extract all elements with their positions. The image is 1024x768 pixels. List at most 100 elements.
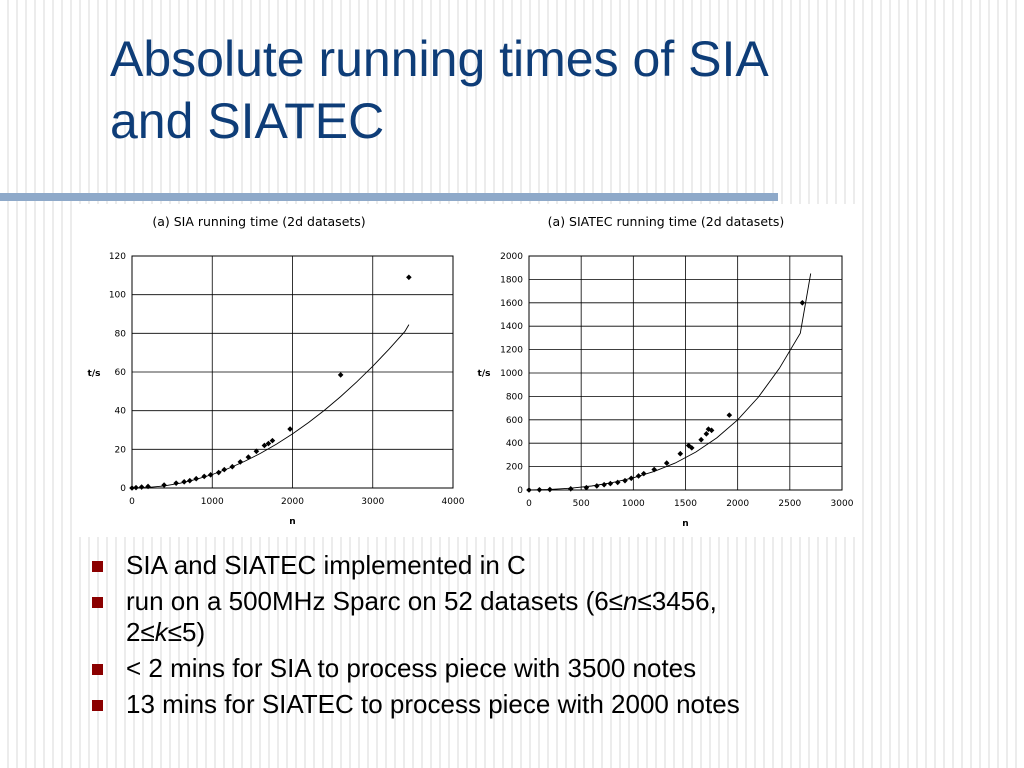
x-tick-label: 4000 [442,497,465,507]
bullet-square-icon [92,561,103,572]
data-point [229,463,236,470]
y-tick-label: 200 [506,463,523,473]
y-tick-label: 1200 [500,346,523,356]
data-point [628,475,635,482]
bullet-text-prefix-2: 2≤ [126,617,155,647]
charts-figure: (a) SIA running time (2d datasets)0 1000 2… [88,214,854,529]
y-tick-label: 1800 [500,275,523,285]
slide-title-line-2: and SIATEC [110,93,385,149]
x-tick-label: 1000 [622,499,645,509]
x-tick-label: 2500 [778,499,801,509]
charts-panel: (a) SIA running time (2d datasets) 0 1000 2… [76,204,862,537]
y-tick-label: 800 [506,392,523,402]
data-point [536,486,543,493]
x-tick-label: 500 [573,499,590,509]
x-axis-label: n [682,519,688,529]
data-point [705,426,712,432]
chart-title: (a) SIA running time (2d datasets) [152,214,365,229]
data-point [583,484,590,491]
x-tick-label: 2000 [726,499,749,509]
data-point [688,445,695,451]
y-tick-label: 1600 [500,299,523,309]
data-point [663,460,670,466]
data-point [703,431,710,437]
bullet-text-mid: ≤3456, [637,586,717,616]
data-point [215,469,222,476]
data-point [161,482,167,488]
bullet-item: 13 mins for SIATEC to process piece with… [90,689,990,720]
y-axis-label: t/s [88,369,101,379]
trend-curve [528,273,812,491]
x-tick-label: 0 [129,497,135,507]
x-tick-label: 3000 [831,499,854,509]
y-tick-label: 40 [115,407,127,417]
data-point [635,473,642,479]
data-point [708,427,715,434]
y-tick-label: 120 [109,252,126,262]
y-tick-label: 600 [506,416,523,426]
bullet-text-prefix: run on a 500MHz Sparc on 52 datasets (6≤ [126,586,623,616]
bullet-text: SIA and SIATEC implemented in C [126,550,526,580]
data-point [622,477,628,484]
x-axis-label: n [289,517,295,527]
data-point [651,466,657,473]
data-point [601,481,607,488]
data-point [685,442,692,449]
data-point [406,274,412,281]
y-tick-label: 60 [115,368,127,378]
y-tick-label: 80 [115,329,127,339]
x-tick-label: 1000 [201,497,224,507]
data-point [207,472,214,478]
chart-title: (a) SIATEC running time (2d datasets) [548,214,785,229]
data-point [547,486,553,493]
x-tick-label: 3000 [361,497,384,507]
y-tick-label: 1000 [500,369,523,379]
y-tick-label: 2000 [500,252,523,262]
data-point [698,436,704,443]
data-point [201,473,208,480]
x-tick-label: 0 [526,499,532,509]
bullet-var-n: n [623,586,638,616]
data-point [181,479,187,485]
trend-curve [131,324,410,489]
bullet-item: < 2 mins for SIA to process piece with 3… [90,653,990,684]
bullet-list: SIA and SIATEC implemented in C run on a… [90,550,990,725]
data-point [287,426,293,432]
bullet-item: SIA and SIATEC implemented in C [90,550,990,581]
data-point [269,437,276,444]
data-point [567,486,574,492]
data-point [253,448,260,455]
data-point [138,484,145,490]
data-point [186,477,193,484]
data-point [337,372,344,378]
data-point [265,440,272,447]
x-tick-label: 2000 [281,497,304,507]
data-point [261,442,268,449]
data-point [173,480,179,486]
data-point [245,454,252,460]
data-point [726,412,733,418]
plot-border [131,255,454,489]
bullet-item: run on a 500MHz Sparc on 52 datasets (6≤… [90,586,990,648]
y-tick-label: 100 [109,291,126,301]
bullet-var-k: k [154,617,168,647]
data-point [640,470,647,477]
data-point [614,479,621,486]
slide-title: Absolute running times of SIA and SIATEC [110,28,990,152]
bullet-text-suffix: ≤5) [167,617,206,647]
data-point [221,466,228,473]
title-underline [0,193,778,201]
data-point [193,475,199,482]
data-point [594,483,600,489]
plot-border [528,255,843,491]
data-point [237,459,244,465]
bullet-square-icon [92,597,103,608]
slide-title-line-1: Absolute running times of SIA [110,31,769,87]
data-point [133,484,139,491]
data-point [607,480,614,487]
y-axis-label: t/s [478,369,491,379]
bullet-text: < 2 mins for SIA to process piece with 3… [126,653,697,683]
y-tick-label: 1400 [500,322,523,332]
y-tick-label: 20 [115,445,127,455]
x-tick-label: 1500 [674,499,697,509]
